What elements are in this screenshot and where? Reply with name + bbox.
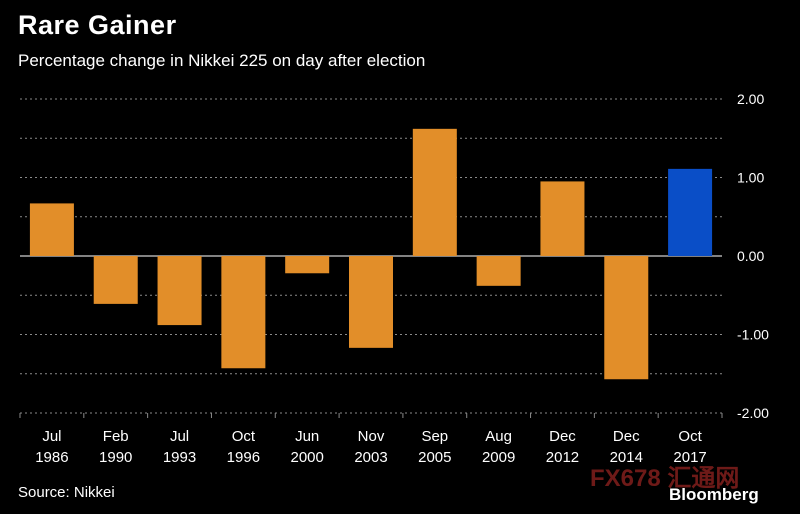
x-tick-label: Dec bbox=[613, 428, 640, 445]
bar bbox=[93, 256, 138, 304]
x-tick-label: 2005 bbox=[418, 449, 451, 466]
bar bbox=[221, 256, 266, 369]
y-tick-label: -2.00 bbox=[737, 405, 769, 421]
x-tick-label: 2003 bbox=[354, 449, 387, 466]
bar bbox=[476, 256, 521, 286]
x-tick-label: 2012 bbox=[546, 449, 579, 466]
x-tick-label: Aug bbox=[485, 428, 512, 445]
bar bbox=[157, 256, 202, 326]
x-tick-label: 2000 bbox=[290, 449, 323, 466]
y-tick-labels: 2.00 1.00 0.00 -1.00 -2.00 bbox=[737, 91, 769, 421]
y-tick-label: 2.00 bbox=[737, 91, 764, 107]
chart-title: Rare Gainer bbox=[18, 10, 177, 40]
bloomberg-logo: Bloomberg bbox=[669, 485, 759, 504]
x-tick-label: Oct bbox=[232, 428, 256, 445]
y-tick-label: 0.00 bbox=[737, 248, 764, 264]
x-tick-label: Sep bbox=[421, 428, 448, 445]
source-note: Source: Nikkei bbox=[18, 484, 115, 501]
x-tick-label: Jun bbox=[295, 428, 319, 445]
x-tick-label: 1986 bbox=[35, 449, 68, 466]
x-tick-label: 2017 bbox=[673, 449, 706, 466]
bar bbox=[604, 256, 649, 380]
x-tick-label: Oct bbox=[678, 428, 702, 445]
x-tick-label: Feb bbox=[103, 428, 129, 445]
x-tick-label: 1990 bbox=[99, 449, 132, 466]
bar bbox=[412, 128, 457, 256]
x-tick-labels: Jul 1986 Feb 1990 Jul 1993 Oct 1996 Jun 2000 Nov 20… bbox=[19, 413, 723, 466]
x-tick-label: Nov bbox=[358, 428, 385, 445]
x-tick-label: 1993 bbox=[163, 449, 196, 466]
x-tick-label: 2014 bbox=[610, 449, 643, 466]
watermark: FX678 汇通网 bbox=[590, 465, 740, 492]
y-tick-label: 1.00 bbox=[737, 170, 764, 186]
bar bbox=[540, 181, 585, 256]
bars bbox=[29, 128, 713, 380]
bar bbox=[349, 256, 393, 348]
bar bbox=[285, 256, 330, 274]
bar bbox=[668, 168, 713, 256]
x-tick-label: 1996 bbox=[227, 449, 260, 466]
chart-subtitle: Percentage change in Nikkei 225 on day a… bbox=[18, 51, 426, 70]
y-tick-label: -1.00 bbox=[737, 327, 769, 343]
x-tick-label: Jul bbox=[42, 428, 61, 445]
bar bbox=[29, 203, 74, 256]
x-tick-label: Dec bbox=[549, 428, 576, 445]
x-tick-label: Jul bbox=[170, 428, 189, 445]
x-tick-label: 2009 bbox=[482, 449, 515, 466]
